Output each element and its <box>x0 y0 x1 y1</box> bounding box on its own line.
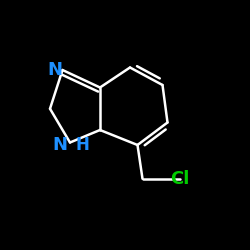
Text: H: H <box>75 136 89 154</box>
Text: N: N <box>52 136 68 154</box>
Text: N: N <box>48 61 62 79</box>
Text: Cl: Cl <box>170 170 190 188</box>
